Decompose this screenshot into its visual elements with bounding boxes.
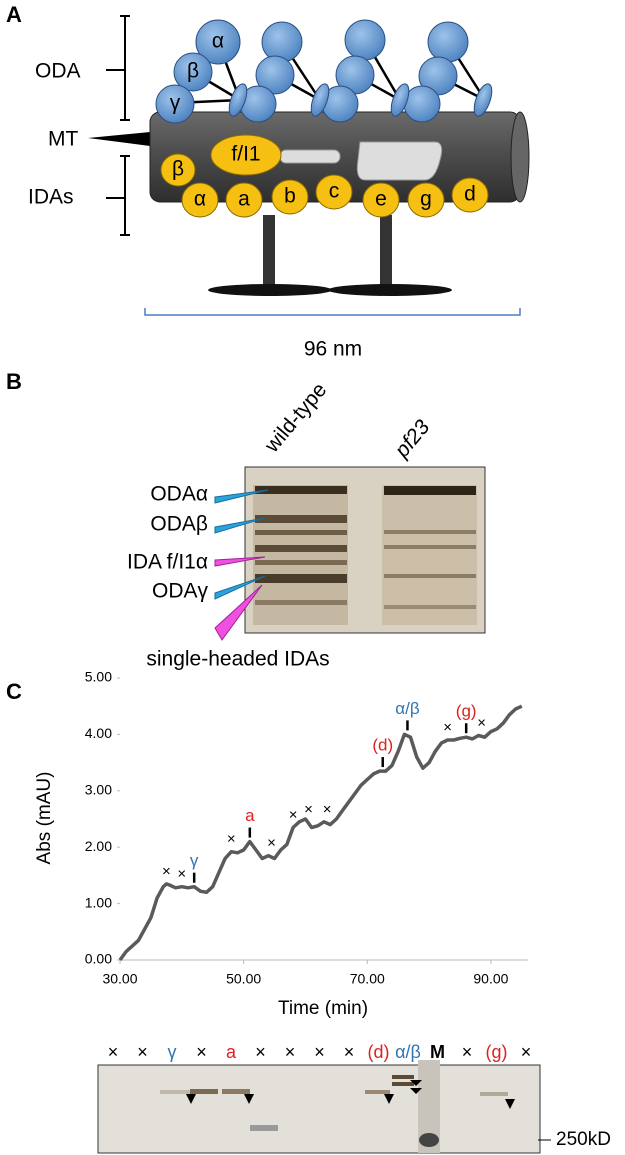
x-tick-label: 30.00 [102,971,137,987]
peak-cross: × [443,719,452,736]
panel-a: A ODA IDAs MT [6,2,530,361]
gel [97,1064,541,1154]
nexin-link [356,141,443,181]
lane-label: M [430,1042,445,1062]
lane-label: (d) [368,1042,390,1062]
peak-cross: × [267,835,276,852]
oda-head-label: α [212,30,224,53]
arrowheads [186,1080,515,1109]
peak-label: (g) [456,702,477,721]
lane-label: × [108,1042,119,1062]
x-tick-label: 50.00 [226,971,261,987]
lane-label: × [137,1042,148,1062]
peak-cross: × [177,866,186,883]
marker-label: 250kD [556,1129,611,1150]
panel-letter: C [6,679,22,704]
gel-bands [160,1060,508,1153]
ida-label: b [284,185,296,208]
x-axis-label: Time (min) [278,998,368,1019]
linker [279,149,341,164]
ida-label: g [420,188,432,211]
lane-label: α/β [395,1042,421,1062]
band-label: IDA f/I1α [127,551,208,574]
fraction-gel: 250kD × × γ × a × × × × (d) α/β M × (g) × [97,1042,611,1154]
x-tick-label: 70.00 [350,971,385,987]
band-label: ODAγ [152,580,209,603]
x-tick-label: 90.00 [473,971,508,987]
panel-c: C Abs (mAU) Time (min) 0.00 1.00 2.00 3.00 4… [6,669,528,1019]
gel-bands [253,485,477,625]
peak-cross: × [477,714,486,731]
foot [328,284,452,296]
peak-cross: × [227,831,236,848]
data-line [118,704,523,962]
band-label: ODAα [150,483,208,506]
ida-label: f/I1 [231,143,260,166]
band-label: single-headed IDAs [146,648,329,671]
ida-label: c [329,180,340,203]
lane-label: wild-type [260,379,332,458]
leg [263,215,275,290]
leg [380,215,392,290]
ida-wedges [214,556,266,641]
y-tick-label: 5.00 [85,669,112,685]
scale-bracket [144,308,521,316]
panel-letter: A [6,2,22,27]
ida-label: α [194,188,206,211]
mt-pointer [88,132,150,146]
lane-label: pf23 [390,415,435,462]
peak-cross: × [323,801,332,818]
peak-label: α/β [395,699,420,718]
panel-b: B wild-type pf23 ODAα ODAβ IDA f/ [6,369,486,671]
y-tick-label: 3.00 [85,782,112,798]
y-axis-label: Abs (mAU) [34,772,55,865]
panel-letter: B [6,369,22,394]
peak-label: γ [190,851,199,870]
peak-cross: × [304,801,313,818]
oda-bracket [106,15,130,121]
scale-label: 96 nm [304,338,362,361]
y-tick-label: 4.00 [85,725,112,741]
mt-label: MT [48,128,78,151]
lane-label: × [344,1042,355,1062]
oda-head-label: β [187,60,199,83]
ida-label: d [464,183,476,206]
lane-label: γ [168,1042,177,1062]
lane-label: a [226,1042,237,1062]
lane-label: × [314,1042,325,1062]
oda-heads [155,19,493,124]
ida-label: IDAs [28,186,74,209]
y-tick-label: 0.00 [85,951,112,967]
peak-cross: × [162,863,171,880]
microtubule-end [510,111,530,203]
lane-label: × [521,1042,532,1062]
peak-cross: × [289,806,298,823]
lane-label: × [255,1042,266,1062]
ida-label: a [238,188,250,211]
foot [208,284,332,296]
peak-label: a [245,806,255,825]
lane-label: (g) [486,1042,508,1062]
lane-label: × [462,1042,473,1062]
ida-label: β [172,158,184,181]
lane-label: × [196,1042,207,1062]
oda-label: ODA [35,60,81,83]
y-tick-label: 1.00 [85,894,112,910]
lane-label: × [285,1042,296,1062]
band-label: ODAβ [150,513,208,536]
peak-label: (d) [372,736,393,755]
ida-bracket [106,155,130,236]
y-tick-label: 2.00 [85,838,112,854]
ida-label: e [375,188,387,211]
oda-wedges [214,489,269,600]
oda-head-label: γ [170,92,181,115]
ida-heads [160,134,489,218]
